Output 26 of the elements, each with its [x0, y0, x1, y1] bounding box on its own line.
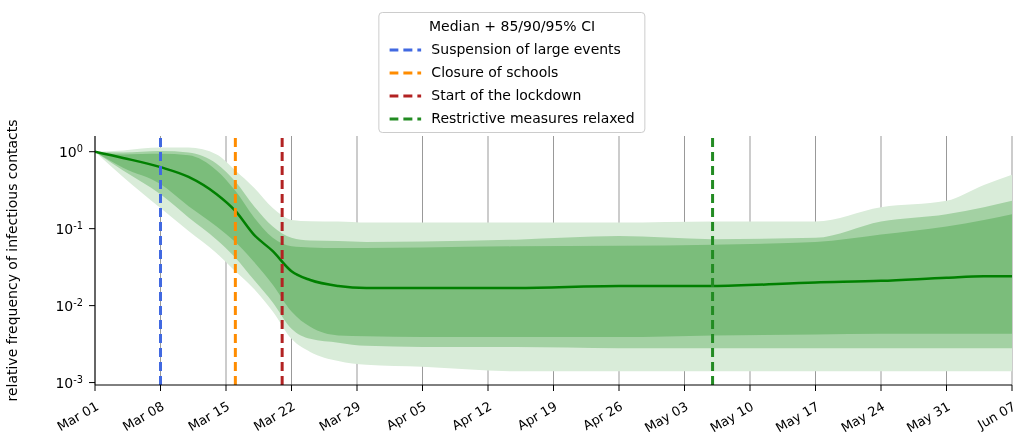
legend-title: Median + 85/90/95% CI — [427, 17, 597, 36]
x-tick-label: May 24 — [838, 398, 888, 436]
x-tick-label: Apr 05 — [383, 398, 429, 434]
x-tick-label: Mar 01 — [54, 398, 102, 435]
y-axis-title: relative frequency of infectious contacts — [3, 119, 20, 402]
x-tick-label: Mar 22 — [250, 398, 298, 435]
x-tick-label: Apr 26 — [580, 398, 626, 434]
x-tick-label: Apr 19 — [514, 398, 560, 434]
legend-label: Restrictive measures relaxed — [431, 109, 635, 128]
x-tick-label: May 10 — [707, 398, 757, 436]
x-tick-label: Apr 12 — [449, 398, 495, 434]
line-series — [95, 150, 1012, 290]
x-tick-label: May 03 — [641, 398, 691, 436]
x-tick-label: Mar 08 — [119, 398, 167, 435]
legend-label: Closure of schools — [431, 63, 559, 82]
legend-label: Start of the lockdown — [431, 86, 582, 105]
y-tick-label: 10$^{-1}$ — [55, 219, 83, 237]
y-tick-label: 10$^{0}$ — [58, 142, 83, 160]
x-tick-label: Jun 07 — [974, 398, 1019, 433]
x-tick-label: Mar 15 — [185, 398, 233, 435]
legend-label: Suspension of large events — [431, 40, 621, 59]
x-tick-label: May 17 — [772, 398, 822, 436]
x-tick-label: May 31 — [903, 398, 953, 436]
y-tick-label: 10$^{-3}$ — [55, 373, 83, 391]
x-tick-label: Mar 29 — [316, 398, 364, 435]
y-tick-label: 10$^{-2}$ — [55, 296, 83, 314]
